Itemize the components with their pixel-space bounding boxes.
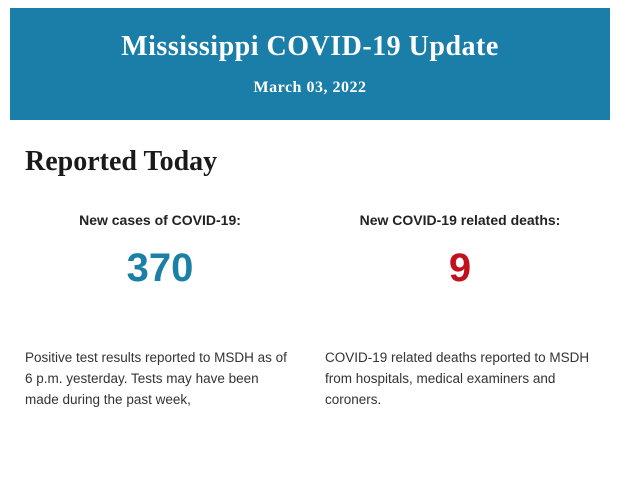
stat-label-deaths: New COVID-19 related deaths: (359, 212, 561, 228)
stat-value-new-cases: 370 (126, 246, 194, 290)
stat-label-new-cases: New cases of COVID-19: (79, 212, 241, 228)
report-content: Reported Today New cases of COVID-19: 37… (0, 146, 620, 411)
stat-description-new-cases: Positive test results reported to MSDH a… (25, 350, 287, 407)
header-banner: Mississippi COVID-19 Update March 03, 20… (10, 8, 610, 120)
stat-card-deaths: New COVID-19 related deaths: 9 COVID-19 … (325, 212, 595, 411)
report-date: March 03, 2022 (253, 79, 367, 96)
page-title: Mississippi COVID-19 Update (121, 31, 499, 62)
stats-grid: New cases of COVID-19: 370 Positive test… (25, 212, 595, 411)
section-title: Reported Today (25, 146, 218, 177)
stat-card-new-cases: New cases of COVID-19: 370 Positive test… (25, 212, 295, 411)
stat-value-deaths: 9 (448, 246, 472, 290)
stat-description-deaths: COVID-19 related deaths reported to MSDH… (325, 350, 590, 407)
